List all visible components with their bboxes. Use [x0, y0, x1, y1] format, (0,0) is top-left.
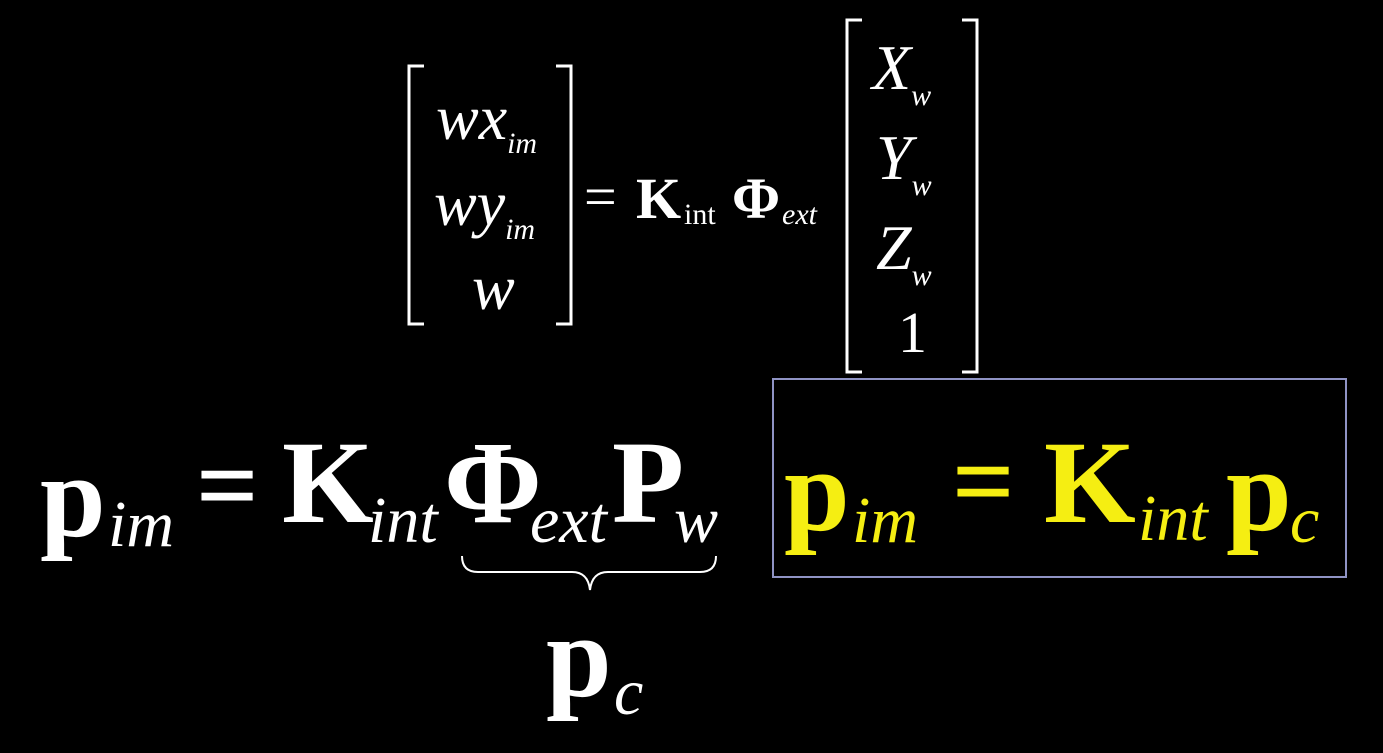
boxed-p-sub: im — [852, 484, 918, 557]
result-box — [772, 378, 1347, 578]
rhs-entry-4: 1 — [898, 300, 927, 365]
rhs-entry-3: Zw — [876, 216, 932, 291]
main-k-sub: int — [368, 484, 438, 557]
main-p-sub: im — [108, 488, 174, 561]
boxed-pc-sub: c — [1290, 484, 1320, 557]
boxed-k-symbol: K — [1044, 417, 1136, 548]
main-phi-sub: ext — [530, 484, 607, 557]
rhs-right-bracket — [962, 18, 979, 374]
rhs-entry-1: Xw — [872, 36, 931, 111]
matrix-phi-symbol: Φ — [732, 166, 781, 231]
rhs-entry-2-sub: w — [911, 169, 932, 202]
main-p-symbol: p — [40, 431, 106, 562]
brace-label-sub: c — [614, 656, 644, 729]
boxed-equals: = — [952, 420, 1015, 542]
matrix-k-sub: int — [684, 198, 716, 231]
main-phi-symbol: Φ — [444, 417, 542, 548]
brace-label-p: p — [546, 591, 612, 722]
main-P-sub: w — [674, 484, 719, 557]
main-k-symbol: K — [282, 417, 374, 548]
lhs-entry-1-sub: im — [507, 127, 538, 160]
boxed-k-sub: int — [1138, 482, 1208, 555]
lhs-entry-1-main: wx — [436, 82, 508, 153]
boxed-pc-symbol: p — [1226, 425, 1292, 556]
rhs-entry-2-main: Y — [876, 122, 912, 193]
matrix-equals: = — [584, 164, 617, 229]
rhs-entry-1-sub: w — [911, 79, 932, 112]
lhs-left-bracket — [407, 64, 424, 326]
lhs-entry-1: wxim — [436, 86, 537, 159]
main-equals: = — [196, 424, 259, 546]
rhs-entry-3-main: Z — [876, 212, 912, 283]
underbrace — [461, 555, 717, 591]
lhs-entry-3-main: w — [472, 252, 515, 323]
rhs-left-bracket — [845, 18, 862, 374]
lhs-entry-2: wyim — [434, 172, 535, 245]
lhs-entry-3: w — [472, 256, 515, 320]
rhs-entry-2: Yw — [876, 126, 932, 201]
main-P-symbol: P — [612, 417, 685, 548]
lhs-entry-2-sub: im — [505, 213, 536, 246]
rhs-entry-3-sub: w — [911, 259, 932, 292]
boxed-p-symbol: p — [784, 425, 850, 556]
matrix-phi-sub: ext — [782, 198, 817, 231]
rhs-entry-1-main: X — [872, 32, 912, 103]
lhs-entry-2-main: wy — [434, 168, 506, 239]
matrix-k-symbol: K — [636, 166, 682, 231]
lhs-right-bracket — [556, 64, 573, 326]
